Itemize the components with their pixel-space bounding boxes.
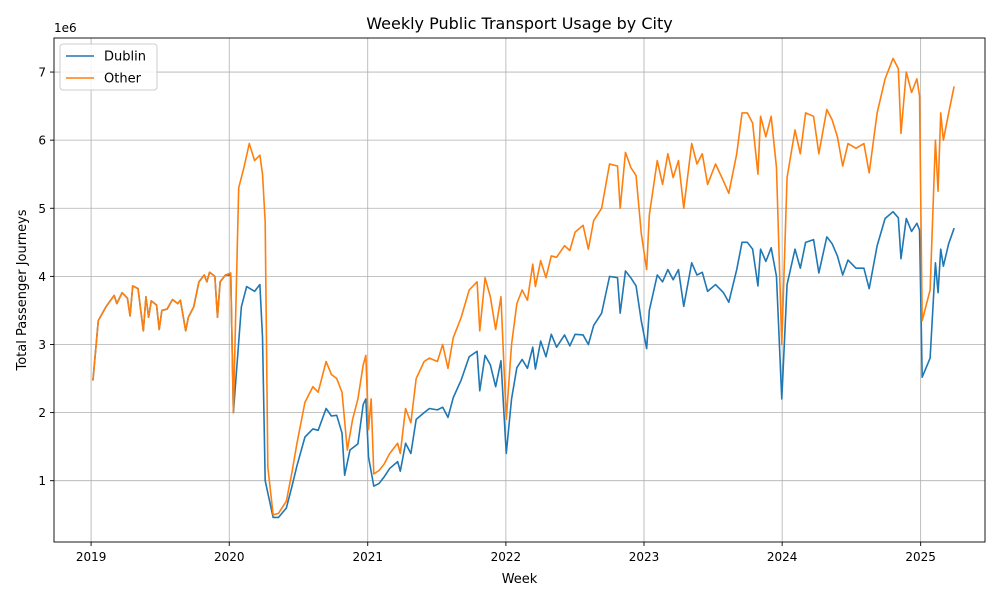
x-axis-label: Week bbox=[502, 572, 538, 587]
grid-lines bbox=[54, 38, 985, 542]
legend-label-other: Other bbox=[104, 72, 142, 87]
x-tick-label: 2022 bbox=[491, 550, 522, 564]
x-tick-label: 2020 bbox=[214, 550, 245, 564]
series-line-other bbox=[92, 57, 955, 516]
x-tick-label: 2019 bbox=[76, 550, 107, 564]
y-axis-multiplier: 1e6 bbox=[54, 21, 77, 35]
x-tick-label: 2021 bbox=[352, 550, 383, 564]
x-tick-label: 2025 bbox=[905, 550, 936, 564]
y-tick-label: 2 bbox=[38, 406, 46, 420]
y-axis-label: Total Passenger Journeys bbox=[15, 209, 30, 371]
plot-frame bbox=[53, 37, 986, 543]
y-tick-label: 5 bbox=[38, 202, 46, 216]
y-tick-label: 6 bbox=[38, 134, 46, 148]
y-tick-label: 1 bbox=[38, 474, 46, 488]
x-tick-label: 2024 bbox=[767, 550, 798, 564]
series-lines bbox=[92, 57, 955, 519]
legend-label-dublin: Dublin bbox=[104, 50, 146, 65]
x-axis: 2019 2020 2021 2022 2023 2024 2025 bbox=[76, 542, 936, 564]
y-tick-label: 3 bbox=[38, 338, 46, 352]
y-tick-label: 4 bbox=[38, 270, 46, 284]
chart-title: Weekly Public Transport Usage by City bbox=[366, 14, 672, 33]
y-axis: 1 2 3 4 5 6 7 bbox=[38, 66, 54, 488]
y-tick-label: 7 bbox=[38, 66, 46, 80]
x-tick-label: 2023 bbox=[629, 550, 660, 564]
legend: Dublin Other bbox=[59, 43, 158, 91]
